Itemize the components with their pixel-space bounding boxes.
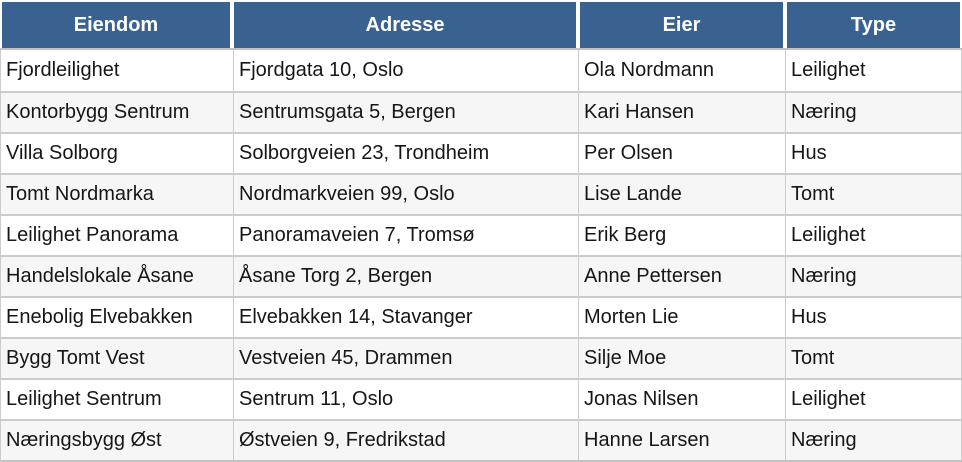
table-row: Fjordleilighet Fjordgata 10, Oslo Ola Nord… bbox=[1, 50, 961, 91]
table-cell: Kari Hansen bbox=[579, 93, 786, 132]
table-row: Leilighet Panorama Panoramaveien 7, Troms… bbox=[1, 214, 961, 255]
table-cell: Panoramaveien 7, Tromsø bbox=[234, 216, 579, 255]
table-cell: Østveien 9, Fredrikstad bbox=[234, 421, 579, 460]
table-cell: Vestveien 45, Drammen bbox=[234, 339, 579, 378]
table-cell: Leilighet bbox=[791, 388, 866, 410]
table-cell: Nordmarkveien 99, Oslo bbox=[234, 175, 579, 214]
table-cell: Sentrum 11, Oslo bbox=[234, 380, 579, 419]
table-cell: Leilighet bbox=[791, 224, 866, 246]
table-cell: Per Olsen bbox=[579, 134, 786, 173]
table-cell: Erik Berg bbox=[579, 216, 786, 255]
column-header-eiendom: Eiendom bbox=[0, 0, 234, 48]
table-cell: Sentrumsgata 5, Bergen bbox=[234, 93, 579, 132]
table-cell: Bygg Tomt Vest bbox=[1, 339, 234, 378]
table-row: Enebolig Elvebakken Elvebakken 14, Stavan… bbox=[1, 296, 961, 337]
table-cell: Næring bbox=[791, 429, 857, 451]
table-cell: Hus bbox=[791, 142, 827, 164]
table-cell: Anne Pettersen bbox=[579, 257, 786, 296]
table-row: Leilighet Sentrum Sentrum 11, Oslo Jonas N… bbox=[1, 378, 961, 419]
table-cell: Silje Moe bbox=[579, 339, 786, 378]
table-cell: Næring bbox=[791, 265, 857, 287]
table-cell: Lise Lande bbox=[579, 175, 786, 214]
table-cell: Fjordgata 10, Oslo bbox=[234, 50, 579, 91]
table-cell: Tomt Nordmarka bbox=[1, 175, 234, 214]
column-header-adresse: Adresse bbox=[234, 0, 580, 48]
table-cell: Åsane Torg 2, Bergen bbox=[234, 257, 579, 296]
table-row: Bygg Tomt Vest Vestveien 45, Drammen Silje… bbox=[1, 337, 961, 378]
table-cell: Morten Lie bbox=[579, 298, 786, 337]
column-header-eier: Eier bbox=[580, 0, 787, 48]
table-header-row: Eiendom Adresse Eier Type bbox=[0, 0, 962, 48]
table-cell: Leilighet bbox=[791, 59, 866, 81]
table-cell: Næring bbox=[791, 101, 857, 123]
table-cell: Solborgveien 23, Trondheim bbox=[234, 134, 579, 173]
table-cell: Elvebakken 14, Stavanger bbox=[234, 298, 579, 337]
table-row: Kontorbygg Sentrum Sentrumsgata 5, Bergen… bbox=[1, 91, 961, 132]
table-cell: Ola Nordmann bbox=[579, 50, 786, 91]
table-cell: Hus bbox=[791, 306, 827, 328]
table-cell: Villa Solborg bbox=[1, 134, 234, 173]
table-cell: Enebolig Elvebakken bbox=[1, 298, 234, 337]
table-cell: Næringsbygg Øst bbox=[1, 421, 234, 460]
table-cell: Tomt bbox=[791, 183, 835, 205]
table-cell: Leilighet Panorama bbox=[1, 216, 234, 255]
column-header-type: Type bbox=[787, 0, 962, 48]
table-cell: Leilighet Sentrum bbox=[1, 380, 234, 419]
table-row: Tomt Nordmarka Nordmarkveien 99, Oslo Lise… bbox=[1, 173, 961, 214]
table-cell: Jonas Nilsen bbox=[579, 380, 786, 419]
table-row: Næringsbygg Øst Østveien 9, Fredrikstad Ha… bbox=[1, 419, 961, 460]
table-cell: Handelslokale Åsane bbox=[1, 257, 234, 296]
table-row: Villa Solborg Solborgveien 23, Trondheim P… bbox=[1, 132, 961, 173]
table-cell: Kontorbygg Sentrum bbox=[1, 93, 234, 132]
table-body: Fjordleilighet Fjordgata 10, Oslo Ola Nord… bbox=[0, 48, 962, 462]
table-row: Handelslokale Åsane Åsane Torg 2, Bergen A… bbox=[1, 255, 961, 296]
table-cell: Tomt bbox=[791, 347, 835, 369]
table-cell: Hanne Larsen bbox=[579, 421, 786, 460]
table-cell: Fjordleilighet bbox=[1, 50, 234, 91]
